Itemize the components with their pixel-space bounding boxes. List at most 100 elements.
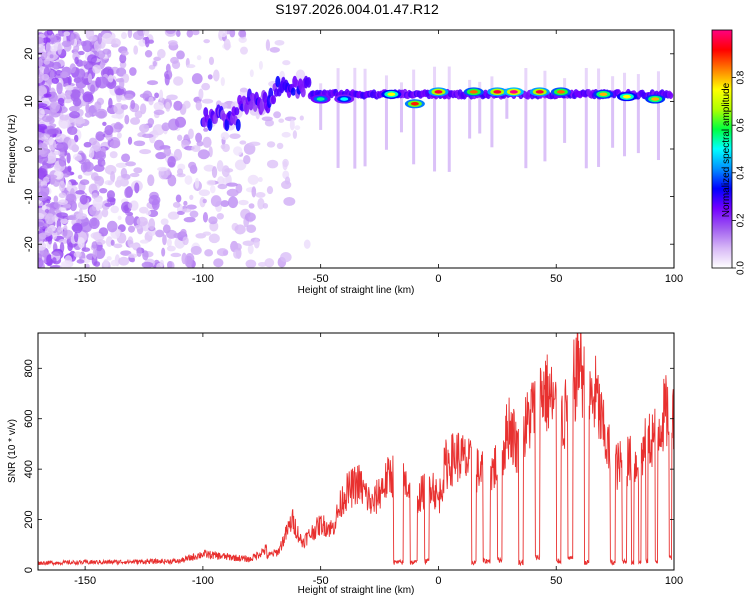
snr-panel: -150 -100 -50 0 50 100 0 200 400 600 800 Height of… [7,332,683,596]
noise-blob [276,142,284,150]
noise-blob [155,229,165,238]
noise-blob [138,39,147,47]
hotspot-core [622,94,631,99]
noise-blob [283,196,296,206]
noise-blob [125,214,135,226]
noise-blob [181,208,192,213]
noise-blob [148,194,161,206]
noise-blob [38,131,44,139]
noise-blob [74,56,79,65]
noise-blob [80,40,87,47]
noise-blob [194,177,200,189]
noise-blob [246,224,257,233]
noise-blob [147,174,155,187]
noise-blob [94,150,107,161]
noise-blob [161,122,170,132]
noise-blob [111,114,123,119]
noise-blob [57,226,62,233]
hotspot-core [387,92,396,97]
noise-blob [249,69,254,78]
noise-blob [116,67,127,77]
noise-blob [173,76,184,86]
noise-blob [128,225,136,233]
noise-blob [144,49,153,58]
noise-blob [56,82,63,95]
noise-blob [255,191,266,198]
noise-blob [109,140,121,149]
noise-blob [67,126,78,136]
noise-blob [94,246,106,259]
noise-blob [73,251,82,258]
noise-blob [67,165,72,173]
noise-blob [127,202,133,209]
noise-blob [264,119,275,127]
noise-blob [53,195,59,204]
noise-blob [216,248,229,257]
noise-blob [153,139,165,151]
noise-blob [273,111,282,119]
spectrogram-x-tick-label: -50 [313,273,329,285]
noise-blob [148,64,156,70]
noise-blob [152,60,157,67]
noise-blob [129,243,140,249]
ridge-streak [623,72,627,97]
noise-blob [211,166,218,178]
noise-blob [160,218,169,226]
ridge-streak [656,71,660,97]
noise-blob [80,222,92,233]
noise-blob [153,109,165,116]
noise-blob [116,132,122,139]
noise-blob [195,100,202,111]
spectrogram-y-axis-label: Frequency (Hz) [7,115,18,184]
noise-blob [222,176,231,185]
noise-blob [144,36,150,48]
noise-blob [133,140,146,147]
noise-blob [67,214,79,221]
noise-blob [166,94,178,101]
noise-blob [133,167,143,174]
noise-blob [38,241,47,251]
ridge-streak [636,74,640,97]
noise-blob [264,258,275,268]
noise-blob [46,30,53,36]
noise-blob [167,211,180,220]
noise-blob [109,151,118,159]
noise-blob [87,73,93,84]
noise-blob [66,152,71,164]
noise-blob [238,36,247,44]
noise-blob [87,54,97,64]
noise-blob [157,48,166,59]
snr-axes: -150 -100 -50 0 50 100 0 200 400 600 800 [23,333,683,587]
noise-blob [213,69,220,82]
noise-blob [38,257,44,268]
noise-blob [47,151,57,163]
snr-x-tick-label: -150 [74,575,96,587]
noise-blob [106,256,112,261]
noise-blob [72,222,83,234]
noise-blob [110,38,121,48]
noise-blob [303,239,311,249]
noise-blob [282,60,291,66]
colorbar-tick-label: 0.4 [736,165,747,179]
noise-blob [284,116,297,122]
noise-blob [142,30,150,37]
noise-blob [282,158,289,168]
noise-blob [139,93,150,99]
noise-blob [84,111,93,118]
noise-blob [183,216,196,223]
ridge-segment [300,87,306,98]
spectrogram-y-tick-label: -20 [23,236,35,252]
noise-blob [202,198,207,204]
noise-blob [127,136,133,145]
noise-blob [139,103,147,115]
noise-blob [189,210,199,218]
hotspot-core [469,90,478,94]
noise-blob [67,181,72,192]
noise-blob [269,46,280,53]
noise-blob [174,116,187,128]
ridge-segment [306,76,312,88]
noise-blob [68,111,81,119]
noise-blob [172,201,181,208]
noise-blob [226,182,238,187]
noise-blob [175,194,182,203]
